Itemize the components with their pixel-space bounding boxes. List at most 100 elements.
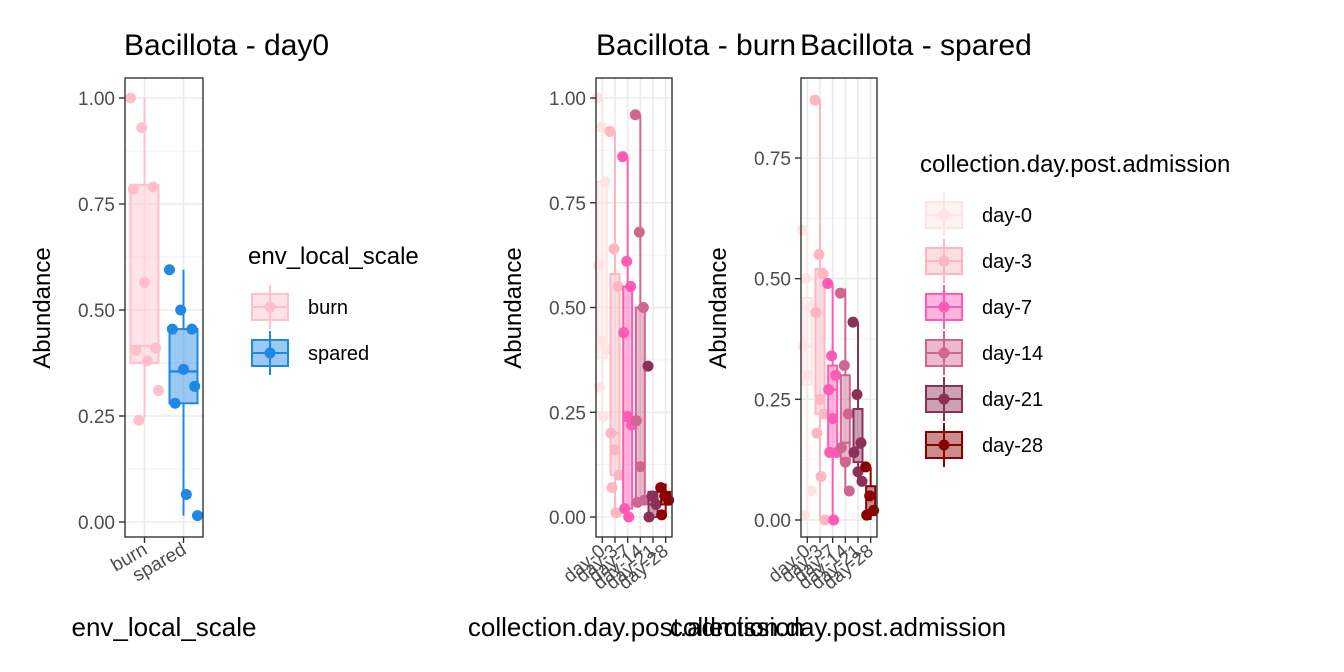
panel-burn: Bacillota - burn Abundance collection.da…	[468, 29, 804, 642]
data-point	[797, 340, 809, 352]
data-point	[843, 485, 855, 497]
data-point	[860, 461, 872, 473]
legend-key-spared	[251, 331, 289, 375]
data-point	[637, 302, 649, 313]
box-group-day-7	[822, 277, 843, 526]
box-group-day-7	[617, 151, 638, 523]
data-point	[646, 490, 658, 502]
legend-point	[938, 301, 950, 313]
data-point	[861, 509, 873, 521]
legend-label: day-3	[982, 251, 1032, 273]
data-point	[625, 281, 637, 293]
data-point	[175, 304, 187, 316]
data-point	[839, 456, 851, 468]
box-group-day-14	[834, 287, 855, 497]
data-point	[819, 514, 831, 526]
y-tick-label: 0.50	[754, 270, 791, 291]
data-point	[622, 410, 634, 422]
legend-label: burn	[308, 297, 348, 319]
plot-area: 0.000.250.500.75day-0day-3day-7day-14day…	[754, 77, 880, 594]
panel-spared: Bacillota - spared Abundance collection.…	[670, 29, 1032, 642]
legend-key-day-21	[925, 377, 963, 421]
legend-title: collection.day.post.admission	[920, 151, 1230, 178]
legend-key-day-14	[925, 331, 963, 375]
box	[814, 268, 826, 415]
data-point	[169, 397, 181, 409]
panel-border	[124, 77, 204, 538]
data-point	[805, 485, 817, 497]
data-point	[150, 342, 162, 354]
data-point	[186, 323, 198, 335]
data-point	[815, 471, 827, 483]
data-point	[592, 260, 604, 272]
panel-title: Bacillota - burn	[596, 29, 796, 62]
data-point	[655, 482, 667, 494]
legend-point	[938, 255, 950, 267]
data-point	[835, 442, 847, 454]
box	[852, 407, 864, 464]
legend-env-local-scale: env_local_scale burn spared	[248, 243, 419, 375]
data-point	[824, 446, 836, 458]
box	[622, 285, 634, 510]
x-axis-label: collection.day.post.admission	[468, 612, 804, 642]
legend-key-day-7	[925, 285, 963, 329]
legend-point	[938, 347, 950, 359]
panel-title: Bacillota - day0	[124, 29, 329, 62]
legend-label: day-21	[982, 389, 1043, 411]
legend-key-day-0	[925, 193, 963, 237]
data-point	[608, 243, 620, 255]
data-point	[851, 389, 863, 401]
data-point	[656, 509, 668, 521]
data-point	[630, 415, 642, 427]
data-point	[811, 427, 823, 439]
data-point	[125, 92, 136, 104]
data-point	[631, 496, 643, 508]
y-tick-label: 0.75	[754, 149, 791, 170]
data-point	[192, 510, 203, 522]
box-group-day-14	[629, 109, 650, 508]
y-tick-label: 0.50	[549, 299, 586, 320]
data-point	[166, 323, 178, 335]
data-point	[606, 482, 618, 494]
data-point	[813, 249, 825, 261]
box-group-day-0	[796, 224, 817, 521]
legend-title: env_local_scale	[248, 243, 419, 270]
data-point	[796, 224, 808, 236]
data-point	[814, 393, 826, 405]
data-point	[848, 446, 860, 458]
y-tick-label: 0.00	[754, 511, 791, 532]
box-group-day-28	[655, 482, 675, 521]
box-group-day-3	[809, 94, 831, 526]
data-point	[826, 350, 838, 362]
y-axis-label: Abundance	[705, 247, 732, 368]
data-point	[634, 461, 646, 473]
data-point	[610, 507, 622, 519]
panel-title: Bacillota - spared	[800, 29, 1032, 62]
legend-point	[938, 439, 950, 451]
box-group-day-21	[642, 360, 662, 523]
panel-background	[125, 78, 203, 537]
y-tick-label: 0.00	[78, 513, 115, 534]
data-point	[133, 414, 145, 426]
data-point	[595, 121, 607, 133]
data-point	[180, 488, 192, 500]
data-point	[164, 264, 175, 276]
y-tick-label: 1.00	[549, 89, 586, 110]
data-point	[591, 92, 603, 104]
data-point	[847, 316, 859, 328]
legend-label: day-0	[982, 205, 1032, 227]
legend-collection-day: collection.day.post.admission day-0 day-3…	[920, 151, 1230, 467]
data-point	[605, 427, 617, 439]
legend-point	[938, 209, 950, 221]
legend-point	[938, 393, 950, 405]
box-group-burn	[125, 92, 164, 426]
data-point	[809, 94, 821, 106]
legend-label: day-28	[982, 435, 1043, 457]
data-point	[136, 122, 148, 134]
x-axis-label: collection.day.post.admission	[670, 612, 1006, 642]
data-point	[623, 511, 635, 523]
data-point	[612, 281, 624, 293]
data-point	[642, 360, 654, 372]
data-point	[609, 444, 621, 456]
